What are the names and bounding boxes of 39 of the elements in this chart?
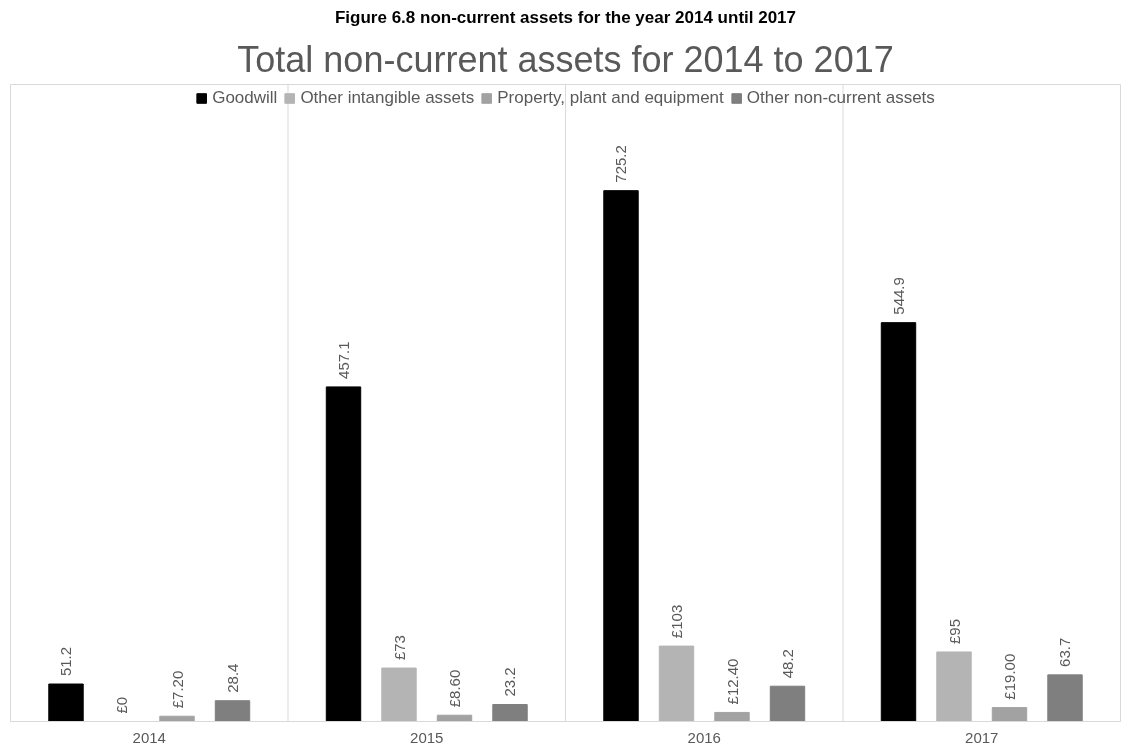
- x-tick-label: 2014: [132, 728, 166, 746]
- bar: [214, 700, 251, 722]
- data-label: £73: [390, 635, 408, 661]
- data-label: £19.00: [1001, 653, 1018, 700]
- bar: [492, 704, 528, 722]
- x-tick-label: 2017: [965, 728, 999, 746]
- bar: [325, 386, 362, 722]
- bar: [880, 322, 917, 722]
- bar: [714, 711, 750, 722]
- data-label: 725.2: [612, 145, 629, 183]
- x-tick-label: 2015: [410, 728, 444, 746]
- bar: [1047, 674, 1083, 722]
- legend-label: Property, plant and equipment: [497, 88, 724, 108]
- bar: [48, 683, 84, 722]
- data-label: £103: [668, 604, 685, 639]
- data-label: 23.2: [501, 667, 518, 697]
- data-label: 28.4: [223, 663, 241, 693]
- legend-label: Other non-current assets: [746, 88, 935, 108]
- x-tick-label: 2016: [687, 728, 721, 746]
- data-label: £8.60: [446, 669, 463, 708]
- bar: [769, 685, 806, 722]
- data-label: 51.2: [57, 646, 74, 677]
- bar: [991, 707, 1028, 722]
- legend-label: Goodwill: [212, 88, 278, 108]
- data-label: 544.9: [889, 277, 907, 315]
- data-label: £7.20: [168, 670, 186, 709]
- bar: [381, 667, 417, 722]
- chart-subtitle: Figure 6.8 non-current assets for the year 2014 until 2017: [334, 7, 797, 27]
- bar: [603, 190, 639, 722]
- data-label: £0: [113, 696, 130, 714]
- bar: [658, 645, 695, 722]
- data-label: £95: [945, 618, 963, 644]
- data-label: £12.40: [723, 658, 741, 705]
- chart-title: Total non-current assets for 2014 to 2017: [237, 38, 894, 80]
- data-label: 48.2: [778, 649, 796, 679]
- data-label: 63.7: [1056, 637, 1073, 667]
- data-label: 457.1: [334, 341, 352, 379]
- legend-label: Other intangible assets: [300, 88, 475, 108]
- bar: [936, 651, 972, 722]
